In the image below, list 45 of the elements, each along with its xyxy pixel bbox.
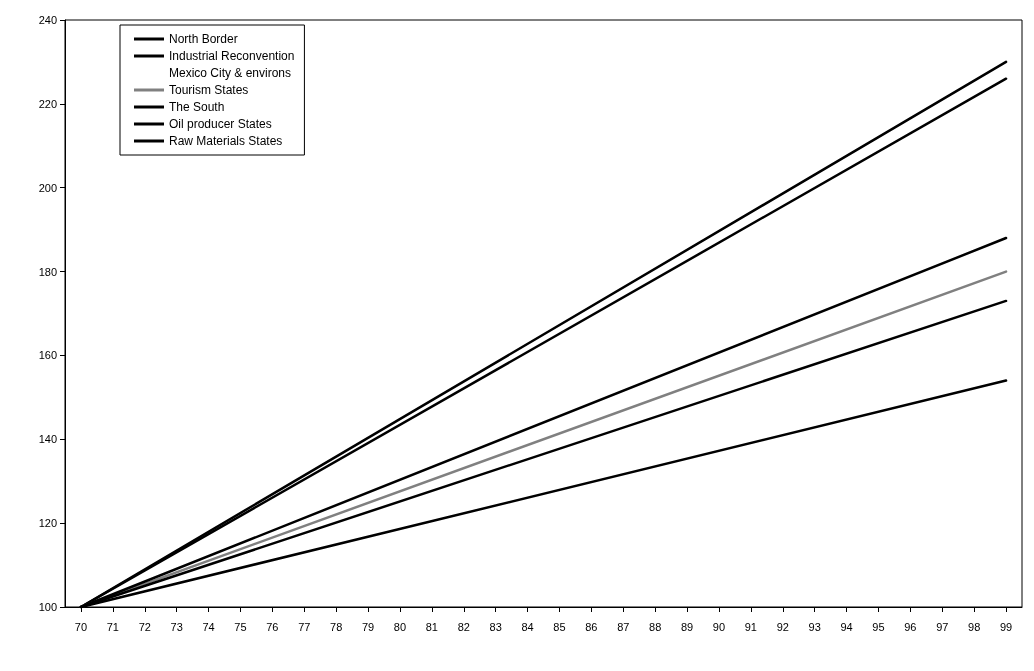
legend-label: The South [169,100,225,114]
legend-label: North Border [169,32,238,46]
x-tick-label: 78 [330,620,343,633]
x-tick-label: 82 [457,620,470,633]
x-tick-label: 94 [840,620,853,633]
x-tick-label: 83 [489,620,502,633]
legend-label: Industrial Reconvention [169,49,295,63]
y-tick-label: 240 [38,14,57,26]
x-tick-label: 77 [298,620,311,633]
x-tick-label: 72 [138,620,151,633]
x-tick-label: 88 [649,620,662,633]
x-tick-label: 99 [999,620,1013,633]
x-tick-label: 79 [361,620,375,633]
x-tick-label: 73 [170,620,183,633]
x-tick-label: 97 [936,620,949,633]
x-tick-label: 89 [680,620,694,633]
x-tick-label: 71 [106,620,119,633]
y-tick-label: 160 [38,349,57,362]
text: Mexico City & environs [169,66,292,80]
legend-label: Tourism States [169,83,249,97]
x-tick-label: 96 [904,620,917,633]
x-tick-label: 92 [776,620,789,633]
y-tick-label: 200 [38,181,57,194]
y-tick-label: 100 [38,601,57,613]
y-tick-label: 220 [38,97,57,110]
x-tick-label: 93 [808,620,821,633]
x-tick-label: 70 [74,620,88,633]
x-tick-label: 86 [585,620,598,633]
x-tick-label: 87 [617,620,630,633]
x-tick-label: 75 [234,620,247,633]
x-tick-label: 80 [393,620,407,633]
x-tick-label: 91 [744,620,757,633]
x-tick-label: 85 [553,620,566,633]
legend-label: Raw Materials States [169,134,283,148]
x-tick-label: 74 [202,620,215,633]
x-tick-label: 95 [872,620,885,633]
y-tick-label: 120 [38,517,57,530]
x-tick-label: 76 [266,620,279,633]
x-tick-label: 90 [712,620,726,633]
x-tick-label: 98 [968,620,981,633]
x-tick-label: 84 [521,620,534,633]
legend-label: Oil producer States [169,117,272,131]
y-tick-label: 140 [38,433,57,446]
y-tick-label: 180 [38,265,57,278]
x-tick-label: 81 [425,620,438,633]
